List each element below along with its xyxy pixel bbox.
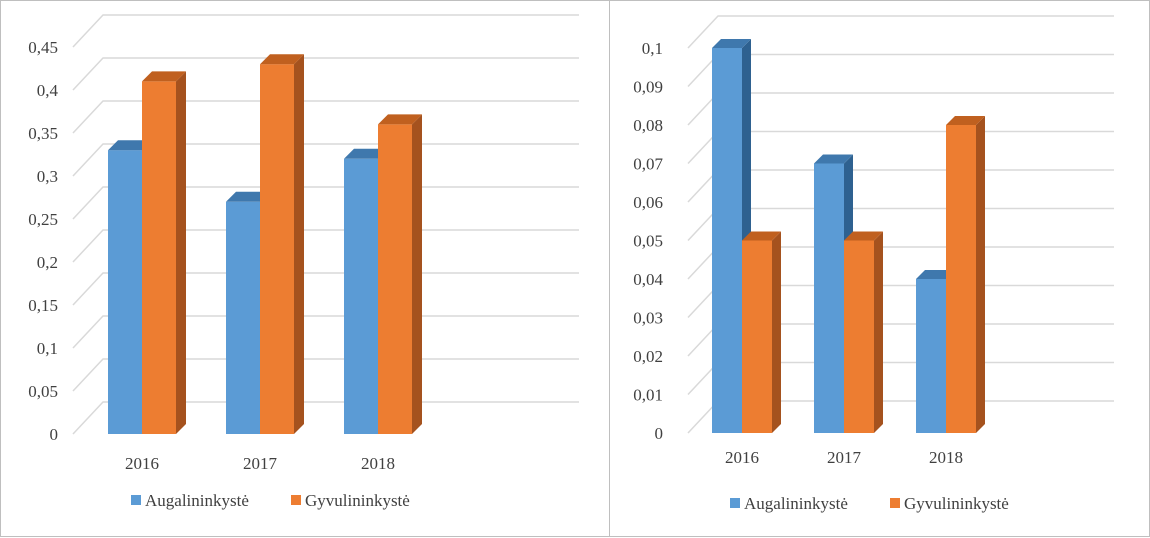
- y-tick-label: 0,06: [633, 193, 663, 212]
- x-tick-label: 2018: [361, 454, 395, 473]
- bar-front: [108, 150, 142, 434]
- x-tick-label: 2016: [725, 448, 759, 467]
- x-tick-label: 2017: [827, 448, 862, 467]
- bar-front: [712, 48, 742, 433]
- legend-label: Gyvulininkystė: [904, 494, 1009, 513]
- bar-front: [378, 124, 412, 435]
- legend-swatch: [291, 495, 301, 505]
- legend-label: Augalininkystė: [145, 491, 249, 510]
- bar-top: [142, 71, 186, 82]
- bar-front: [260, 64, 294, 434]
- y-tick-label: 0,25: [28, 210, 58, 229]
- bar-side: [176, 71, 186, 435]
- bar: [260, 54, 304, 434]
- y-tick-label: 0,07: [633, 155, 663, 174]
- y-tick-label: 0,01: [633, 386, 663, 405]
- x-tick-label: 2016: [125, 454, 159, 473]
- bar-side: [772, 231, 781, 433]
- gridline: [687, 169, 1114, 203]
- bar-top: [814, 154, 853, 164]
- y-tick-label: 0: [655, 424, 664, 443]
- y-tick-label: 0,09: [633, 78, 663, 97]
- x-tick-label: 2018: [929, 448, 963, 467]
- bar: [946, 116, 985, 433]
- bar-front: [742, 240, 772, 433]
- bar: [378, 114, 422, 435]
- y-tick-label: 0,05: [28, 382, 58, 401]
- legend-swatch: [730, 498, 740, 508]
- bar-front: [946, 125, 976, 433]
- y-tick-label: 0,45: [28, 38, 58, 57]
- gridline: [687, 53, 1114, 88]
- bar-front: [814, 163, 844, 433]
- x-tick-label: 2017: [243, 454, 278, 473]
- y-tick-label: 0,3: [37, 167, 58, 186]
- bar-side: [976, 116, 985, 433]
- y-tick-label: 0,35: [28, 124, 58, 143]
- bar-top: [946, 116, 985, 125]
- chart-panel-right: 0 0,01 0,02 0,03 0,04 0,05 0,06 0,07 0,08 0,09 0,1…: [609, 0, 1150, 537]
- bar-front: [916, 279, 946, 433]
- bar-chart-right: 0 0,01 0,02 0,03 0,04 0,05 0,06 0,07 0,08 0,09 0,1…: [633, 15, 1114, 513]
- y-tick-label: 0,1: [642, 39, 663, 58]
- bar-side: [412, 114, 422, 435]
- bar-front: [844, 240, 874, 433]
- y-tick-label: 0,15: [28, 296, 58, 315]
- bar: [844, 231, 883, 433]
- bar-top: [916, 270, 955, 279]
- bar-top: [226, 191, 270, 202]
- bar-top: [712, 39, 751, 48]
- y-tick-label: 0,03: [633, 309, 663, 328]
- gridline: [687, 130, 1114, 165]
- bar-front: [142, 81, 176, 435]
- legend-label: Augalininkystė: [744, 494, 848, 513]
- bar-top: [378, 114, 422, 125]
- y-tick-label: 0,02: [633, 347, 663, 366]
- bar: [742, 231, 781, 433]
- bar-top: [344, 148, 388, 159]
- y-tick-label: 0,4: [37, 81, 59, 100]
- bar-side: [294, 54, 304, 434]
- bar-front: [344, 158, 378, 435]
- gridline: [687, 92, 1114, 126]
- gridline: [687, 15, 1114, 49]
- legend-swatch: [131, 495, 141, 505]
- bar-side: [874, 231, 883, 433]
- bar-top: [108, 140, 152, 151]
- y-tick-label: 0,05: [633, 232, 663, 251]
- y-tick-label: 0,2: [37, 253, 58, 272]
- chart-panel-left: 0 0,05 0,1 0,15 0,2 0,25 0,3 0,35 0,4 0,45 2016 201…: [0, 0, 610, 537]
- legend-label: Gyvulininkystė: [305, 491, 410, 510]
- gridline: [72, 100, 579, 134]
- bar-front: [226, 201, 260, 434]
- y-tick-label: 0: [50, 425, 59, 444]
- legend-swatch: [890, 498, 900, 508]
- bar-chart-left: 0 0,05 0,1 0,15 0,2 0,25 0,3 0,35 0,4 0,45 2016 201…: [28, 14, 579, 510]
- y-tick-label: 0,1: [37, 339, 58, 358]
- gridline: [72, 14, 579, 48]
- gridline: [72, 57, 579, 91]
- bar-top: [844, 231, 883, 241]
- y-tick-label: 0,08: [633, 116, 663, 135]
- bar-top: [260, 54, 304, 65]
- y-tick-label: 0,04: [633, 270, 663, 289]
- bar: [142, 71, 186, 435]
- bar-top: [742, 231, 781, 241]
